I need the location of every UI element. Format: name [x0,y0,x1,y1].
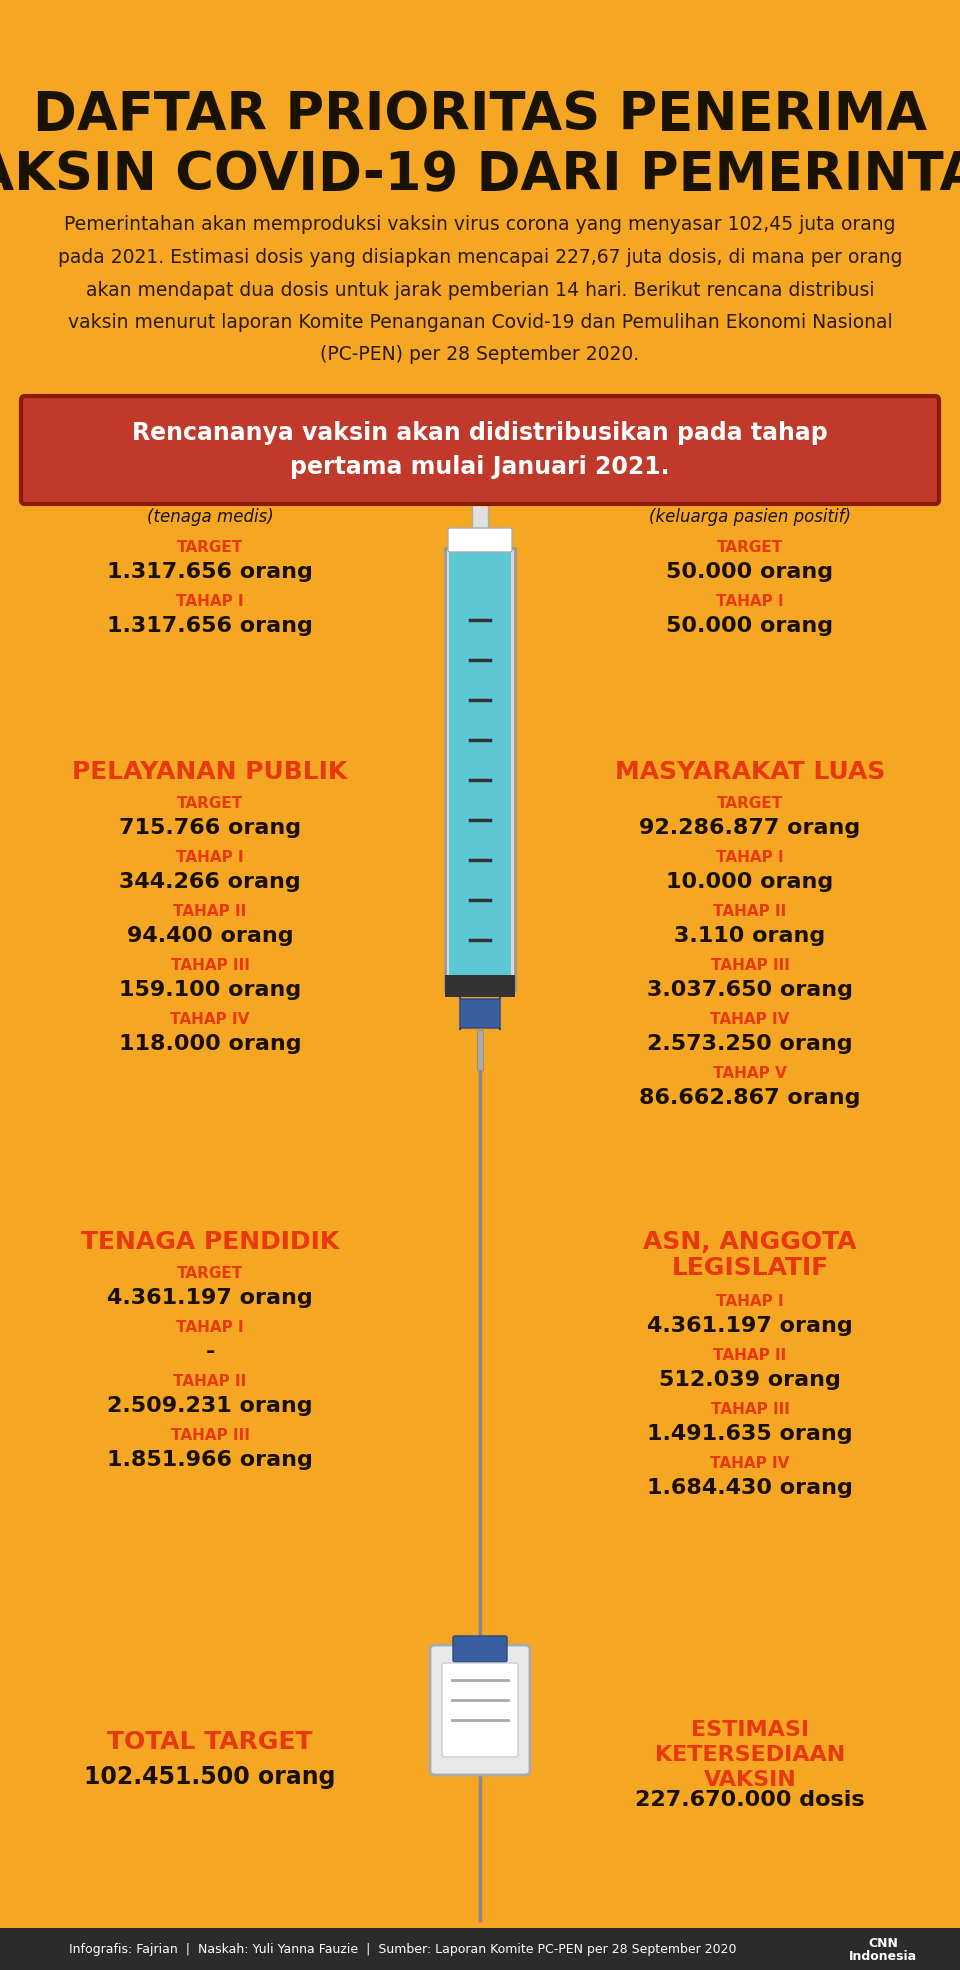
Text: TAHAP III: TAHAP III [171,957,250,973]
Text: TAHAP I: TAHAP I [716,595,783,609]
Bar [445,548,515,991]
Text: TAHAP I: TAHAP I [716,849,783,865]
Text: DAFTAR PRIORITAS PENERIMA: DAFTAR PRIORITAS PENERIMA [33,89,927,142]
Text: TAHAP V: TAHAP V [713,1066,787,1082]
Text: TARGET: TARGET [177,796,243,812]
Text: TARGET: TARGET [177,540,243,556]
Text: TAHAP III: TAHAP III [171,1428,250,1442]
Text: TAHAP I: TAHAP I [177,595,244,609]
Text: TENAGA PENDIDIK: TENAGA PENDIDIK [81,1229,339,1255]
Text: 3.110 orang: 3.110 orang [674,926,826,946]
Bar [0,1929,960,1970]
Text: TAHAP II: TAHAP II [174,1373,247,1389]
FancyBboxPatch shape [21,396,939,504]
Bar [472,461,488,530]
Text: VAKSIN COVID-19 DARI PEMERINTAH: VAKSIN COVID-19 DARI PEMERINTAH [0,150,960,201]
Text: 94.400 orang: 94.400 orang [127,926,294,946]
Text: TAHAP II: TAHAP II [713,1347,786,1363]
Text: PELAYANAN PUBLIK: PELAYANAN PUBLIK [72,760,348,784]
Text: 3.037.650 orang: 3.037.650 orang [647,979,853,1001]
FancyBboxPatch shape [442,1663,518,1757]
Text: KONTAK ERAT: KONTAK ERAT [653,481,847,504]
Text: Rencananya vaksin akan didistribusikan pada tahap
pertama mulai Januari 2021.: Rencananya vaksin akan didistribusikan p… [132,422,828,479]
Text: TAHAP I: TAHAP I [177,1320,244,1336]
Text: 2.509.231 orang: 2.509.231 orang [108,1397,313,1416]
Text: TOTAL TARGET: TOTAL TARGET [108,1730,313,1753]
Text: 102.451.500 orang: 102.451.500 orang [84,1765,336,1789]
Text: TARGET: TARGET [717,540,783,556]
Text: 1.491.635 orang: 1.491.635 orang [647,1424,852,1444]
Text: TARGET: TARGET [717,796,783,812]
Text: TAHAP III: TAHAP III [710,957,789,973]
Text: (tenaga medis): (tenaga medis) [147,508,274,526]
Text: Pemerintahan akan memproduksi vaksin virus corona yang menyasar 102,45 juta oran: Pemerintahan akan memproduksi vaksin vir… [58,215,902,364]
Text: 1.684.430 orang: 1.684.430 orang [647,1478,852,1497]
Text: 92.286.877 orang: 92.286.877 orang [639,818,860,837]
Text: 50.000 orang: 50.000 orang [666,561,833,581]
Text: 715.766 orang: 715.766 orang [119,818,301,837]
Text: TAHAP II: TAHAP II [174,904,247,918]
Text: 1.317.656 orang: 1.317.656 orang [108,617,313,636]
Text: TAHAP III: TAHAP III [710,1403,789,1416]
FancyBboxPatch shape [460,997,500,1030]
Text: CNN
Indonesia: CNN Indonesia [850,1937,917,1962]
Text: 159.100 orang: 159.100 orang [119,979,301,1001]
Text: 50.000 orang: 50.000 orang [666,617,833,636]
Text: 4.361.197 orang: 4.361.197 orang [108,1288,313,1308]
Text: (keluarga pasien positif): (keluarga pasien positif) [649,508,851,526]
Text: 4.361.197 orang: 4.361.197 orang [647,1316,852,1336]
Text: TAHAP IV: TAHAP IV [170,1013,250,1026]
Text: 227.670.000 dosis: 227.670.000 dosis [636,1791,865,1810]
Bar [449,550,511,975]
Text: GARDA TERDEPAN: GARDA TERDEPAN [83,481,338,504]
Text: ESTIMASI
KETERSEDIAAN
VAKSIN: ESTIMASI KETERSEDIAAN VAKSIN [655,1720,845,1789]
Text: 1.317.656 orang: 1.317.656 orang [108,561,313,581]
Text: TAHAP I: TAHAP I [716,1294,783,1308]
Text: TAHAP I: TAHAP I [177,849,244,865]
Text: MASYARAKAT LUAS: MASYARAKAT LUAS [614,760,885,784]
Text: 512.039 orang: 512.039 orang [660,1369,841,1391]
Text: 2.573.250 orang: 2.573.250 orang [647,1034,852,1054]
Bar [445,975,515,997]
Text: TAHAP II: TAHAP II [713,904,786,918]
Text: 344.266 orang: 344.266 orang [119,873,300,892]
Text: 1.851.966 orang: 1.851.966 orang [108,1450,313,1470]
FancyBboxPatch shape [453,1635,507,1663]
Text: 10.000 orang: 10.000 orang [666,873,833,892]
FancyBboxPatch shape [448,528,512,552]
Text: TARGET: TARGET [177,1267,243,1280]
Text: Infografis: Fajrian  |  Naskah: Yuli Yanna Fauzie  |  Sumber: Laporan Komite PC-: Infografis: Fajrian | Naskah: Yuli Yanna… [69,1944,737,1956]
Text: 118.000 orang: 118.000 orang [119,1034,301,1054]
Text: 86.662.867 orang: 86.662.867 orang [639,1087,861,1107]
Text: -: - [205,1342,215,1361]
FancyBboxPatch shape [430,1645,530,1775]
Text: TAHAP IV: TAHAP IV [710,1013,790,1026]
Bar [477,1030,483,1070]
Text: TAHAP IV: TAHAP IV [710,1456,790,1472]
Text: ASN, ANGGOTA
LEGISLATIF: ASN, ANGGOTA LEGISLATIF [643,1229,856,1280]
FancyBboxPatch shape [422,427,538,463]
